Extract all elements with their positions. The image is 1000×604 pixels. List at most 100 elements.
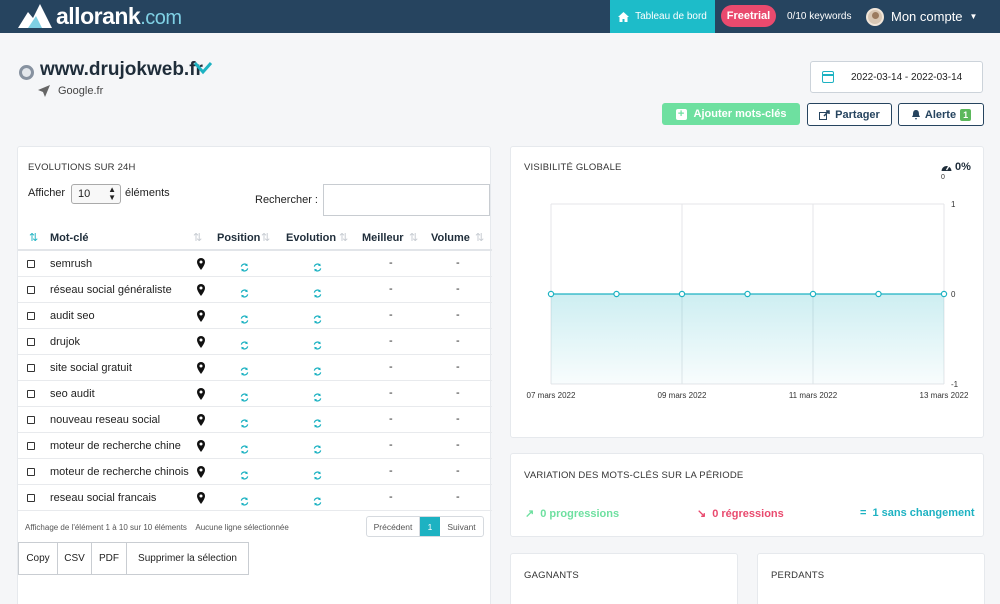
map-pin-icon[interactable] (197, 361, 205, 374)
equals-icon: = (860, 507, 867, 519)
row-checkbox[interactable] (27, 286, 35, 294)
row-volume: - (456, 439, 460, 451)
row-checkbox[interactable] (27, 364, 35, 372)
page-size-select[interactable]: 10 ▲ ▼ (71, 184, 121, 204)
x-tick-label: 07 mars 2022 (527, 391, 576, 400)
refresh-icon (313, 493, 322, 506)
map-pin-icon[interactable] (197, 491, 205, 504)
x-tick-label: 11 mars 2022 (789, 391, 838, 400)
freetrial-badge[interactable]: Freetrial (721, 5, 776, 27)
table-row[interactable]: site social gratuit - - (18, 355, 492, 381)
table-header: ⇅ Mot-clé ⇅ Position ⇅ Evolution ⇅ Meill… (18, 227, 492, 251)
chevron-down-icon[interactable] (193, 60, 213, 76)
share-label: Partager (835, 108, 880, 121)
logo-mountain-icon (18, 4, 52, 28)
col-position[interactable]: Position (217, 232, 261, 244)
refresh-icon (240, 363, 249, 376)
alert-button[interactable]: Alerte 1 (898, 103, 984, 126)
csv-button[interactable]: CSV (58, 543, 92, 574)
arrow-up-right-icon: ↗ (525, 508, 535, 520)
regressions-stat: ↘ 0 régressions (697, 507, 784, 521)
row-checkbox[interactable] (27, 442, 35, 450)
refresh-icon (313, 337, 322, 350)
row-checkbox[interactable] (27, 390, 35, 398)
search-input[interactable] (323, 184, 490, 216)
sort-icon[interactable]: ⇅ (339, 232, 349, 244)
table-row[interactable]: semrush - - (18, 251, 492, 277)
nav-dashboard-tab[interactable]: Tableau de bord (610, 0, 715, 33)
next-page-button[interactable]: Suivant (447, 521, 476, 532)
y-tick-label: -1 (951, 380, 959, 389)
show-suffix: éléments (125, 187, 170, 199)
date-range-picker[interactable]: 2022-03-14 - 2022-03-14 (810, 61, 983, 93)
map-pin-icon[interactable] (197, 309, 205, 322)
map-pin-icon[interactable] (197, 413, 205, 426)
visibility-percent: 0% (941, 161, 971, 173)
table-row[interactable]: reseau social francais - - (18, 485, 492, 511)
brand-logo[interactable]: allorank.com (18, 3, 182, 29)
row-keyword: seo audit (50, 388, 95, 400)
sort-icon[interactable]: ⇅ (475, 232, 485, 244)
refresh-icon (240, 467, 249, 480)
row-checkbox[interactable] (27, 312, 35, 320)
table-row[interactable]: moteur de recherche chinois - - (18, 459, 492, 485)
col-volume[interactable]: Volume (431, 232, 470, 244)
copy-button[interactable]: Copy (19, 543, 58, 574)
row-best: - (389, 309, 393, 321)
row-best: - (389, 413, 393, 425)
refresh-icon (240, 441, 249, 454)
map-pin-icon[interactable] (197, 283, 205, 296)
refresh-icon (240, 285, 249, 298)
pdf-button[interactable]: PDF (92, 543, 127, 574)
row-checkbox[interactable] (27, 338, 35, 346)
refresh-icon (240, 259, 249, 272)
share-button[interactable]: Partager (807, 103, 892, 126)
map-pin-icon[interactable] (197, 465, 205, 478)
account-label: Mon compte (891, 9, 963, 24)
col-keyword[interactable]: Mot-clé (50, 232, 89, 244)
site-domain[interactable]: www.drujokweb.fr (40, 59, 203, 80)
row-checkbox[interactable] (27, 260, 35, 268)
account-menu[interactable]: Mon compte ▼ (866, 0, 977, 33)
row-checkbox[interactable] (27, 416, 35, 424)
row-checkbox[interactable] (27, 494, 35, 502)
data-point (613, 290, 620, 298)
table-info: Affichage de l'élément 1 à 10 sur 10 élé… (25, 523, 289, 532)
col-evolution[interactable]: Evolution (286, 232, 337, 244)
losers-title: PERDANTS (771, 570, 825, 581)
sort-asc-icon[interactable]: ⇅ (29, 232, 39, 244)
gauge-icon (941, 165, 952, 171)
winners-panel: GAGNANTS (510, 553, 738, 604)
brand-suffix: .com (140, 6, 182, 29)
data-point (809, 290, 817, 298)
data-point (547, 290, 555, 298)
col-best[interactable]: Meilleur (362, 232, 404, 244)
prev-page-button[interactable]: Précédent (367, 517, 420, 536)
variation-panel: VARIATION DES MOTS-CLÉS SUR LA PÉRIODE ↗… (510, 453, 984, 537)
visibility-percent-value: 0% (955, 161, 971, 173)
table-row[interactable]: seo audit - - (18, 381, 492, 407)
pagination: Précédent 1 Suivant (366, 516, 484, 537)
table-row[interactable]: nouveau reseau social - - (18, 407, 492, 433)
map-pin-icon[interactable] (197, 387, 205, 400)
sort-icon[interactable]: ⇅ (409, 232, 419, 244)
delete-selection-button[interactable]: Supprimer la sélection (138, 553, 237, 564)
map-pin-icon[interactable] (197, 257, 205, 270)
row-checkbox[interactable] (27, 468, 35, 476)
current-page-button[interactable]: 1 (420, 517, 440, 536)
y-tick-label: 0 (951, 290, 956, 299)
sort-icon[interactable]: ⇅ (193, 232, 203, 244)
top-navbar: allorank.com Tableau de bord Freetrial 0… (0, 0, 1000, 33)
table-row[interactable]: réseau social généraliste - - (18, 277, 492, 303)
table-row[interactable]: moteur de recherche chine - - (18, 433, 492, 459)
sort-icon[interactable]: ⇅ (261, 232, 271, 244)
map-pin-icon[interactable] (197, 439, 205, 452)
progressions-label: 0 progressions (540, 507, 620, 520)
refresh-icon (313, 415, 322, 428)
data-point (875, 290, 882, 298)
table-row[interactable]: audit seo - - (18, 303, 492, 329)
table-row[interactable]: drujok - - (18, 329, 492, 355)
add-keywords-button[interactable]: + Ajouter mots-clés (662, 103, 800, 125)
map-pin-icon[interactable] (197, 335, 205, 348)
row-keyword: drujok (50, 336, 80, 348)
